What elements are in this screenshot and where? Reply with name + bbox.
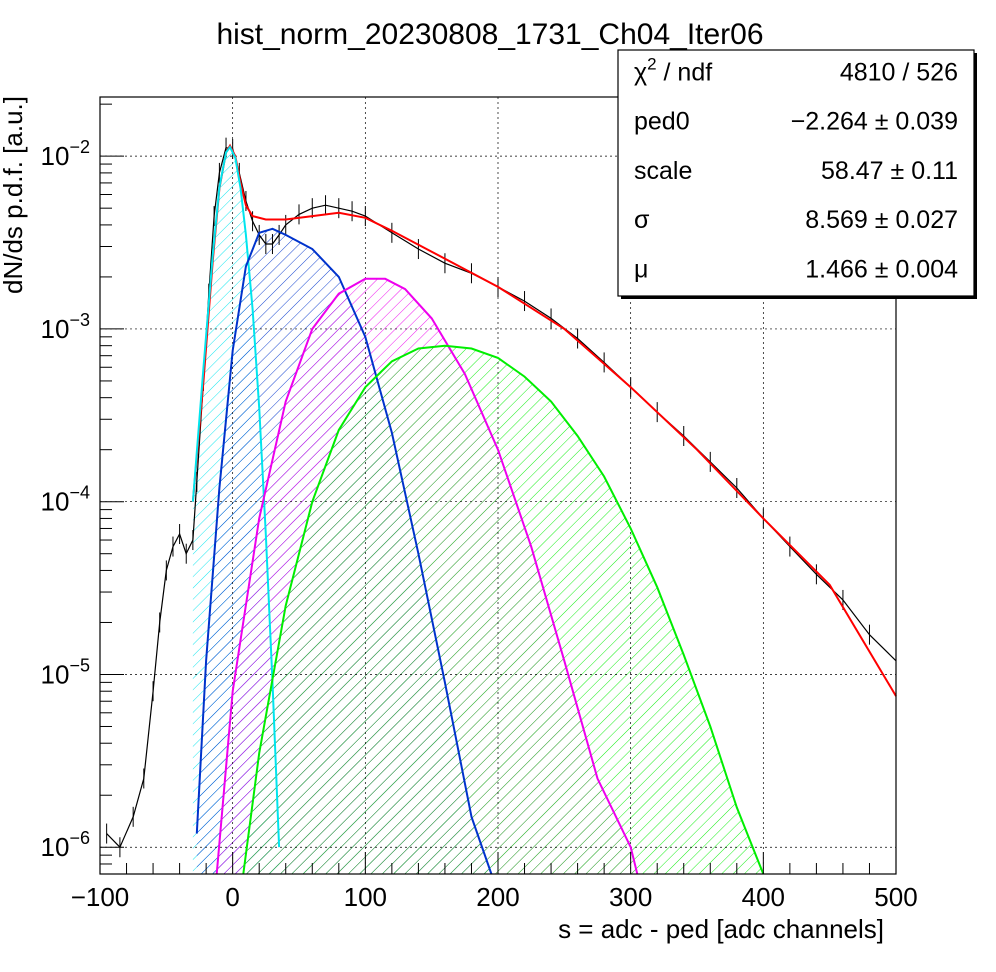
- x-tick-label: 200: [476, 882, 519, 912]
- x-tick-label: 100: [344, 882, 387, 912]
- fit-curve: [195, 227, 493, 875]
- y-tick-label: 10−3: [41, 310, 90, 344]
- x-tick-label: 400: [742, 882, 785, 912]
- x-tick-label: 0: [225, 882, 239, 912]
- chart-title: hist_norm_20230808_1731_Ch04_Iter06: [216, 18, 763, 51]
- stats-row-name: σ: [634, 206, 650, 234]
- y-tick-label: 10−6: [41, 828, 90, 862]
- component-fill: [243, 345, 764, 874]
- fit-curve: [215, 277, 639, 875]
- stats-row-name: ped0: [634, 108, 690, 136]
- stats-row-name: χ2 / ndf: [634, 55, 712, 87]
- component-fills: [192, 147, 764, 875]
- y-axis-label: dN/ds p.d.f. [a.u.]: [0, 96, 28, 294]
- fit-curve: [242, 344, 765, 875]
- y-tick-label: 10−5: [41, 655, 90, 689]
- stats-row-value: 4810 / 526: [840, 59, 958, 87]
- x-axis: −100 0 100 200 300 400 500: [71, 852, 918, 912]
- y-tick-label: 10−2: [41, 137, 90, 171]
- y-tick-label: 10−4: [41, 483, 90, 517]
- fit-curve: [191, 145, 281, 848]
- x-tick-label: 300: [609, 882, 652, 912]
- stats-row-value: 8.569 ± 0.027: [805, 206, 958, 234]
- fit-stats-box: χ2 / ndf 4810 / 526 ped0 −2.264 ± 0.039 scal…: [617, 49, 977, 299]
- stats-row-value: 58.47 ± 0.11: [821, 157, 958, 185]
- x-axis-label: s = adc - ped [adc channels]: [558, 914, 884, 944]
- stats-box-background: [617, 49, 975, 297]
- x-tick-label: 500: [874, 882, 917, 912]
- fit-curves: [191, 143, 897, 875]
- stats-row-name: μ: [634, 255, 648, 283]
- stats-row-value: −2.264 ± 0.039: [791, 108, 958, 136]
- x-tick-label: −100: [71, 882, 130, 912]
- stats-row-value: 1.466 ± 0.004: [805, 255, 958, 283]
- y-axis: 10−6 10−5 10−4 10−3 10−2: [41, 103, 124, 875]
- stats-row-name: scale: [634, 157, 692, 185]
